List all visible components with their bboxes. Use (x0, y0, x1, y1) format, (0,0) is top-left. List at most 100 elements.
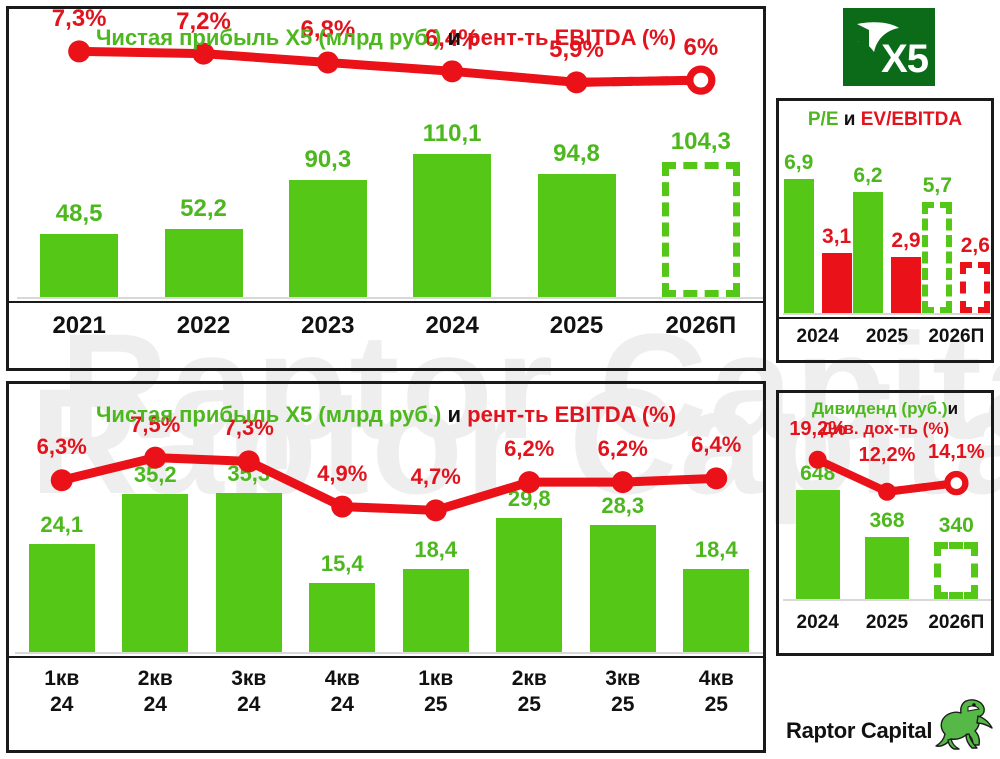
bar-2024 (795, 489, 840, 599)
bar-EVEBITDA-2025 (891, 256, 921, 313)
pe-ev-ebitda-chart-panel: P/E и EV/EBITDA 6,9 3,1 2024 6,2 2,9 2025 5,7 2… (776, 98, 994, 363)
x-tick-label: 3кв 24 (189, 666, 309, 719)
bar-2021 (40, 234, 119, 297)
x-tick-label: 2025 (549, 312, 604, 339)
x-tick-label: 3кв 25 (563, 666, 683, 719)
bar-1кв-25 (402, 569, 469, 652)
bar-value-label: 2,6 (960, 234, 990, 258)
x-tick-label: 1кв 25 (376, 666, 496, 719)
x-tick-year: 25 (704, 693, 728, 717)
bar-EVEBITDA-2026П (960, 262, 991, 313)
x-tick-label: 2024 (796, 326, 839, 347)
line-value-label: 6,2% (504, 436, 555, 462)
bar-value-label: 18,4 (694, 537, 738, 563)
line-data-point (316, 51, 339, 74)
raptor-capital-text: Raptor Capital (786, 718, 933, 743)
line-data-point (705, 467, 728, 490)
line-data-point (331, 495, 354, 518)
x-tick-label: 2026П (928, 612, 985, 633)
line-value-label: 6,4% (691, 432, 742, 458)
x-tick-quarter: 1кв (418, 667, 454, 690)
x-tick-quarter: 3кв (605, 667, 641, 690)
x-tick-label: 2025 (865, 612, 909, 633)
line-data-point (611, 471, 634, 494)
bar-PE-2024 (783, 178, 814, 313)
x-tick-label: 4кв 25 (656, 666, 763, 719)
bar-value-label: 15,4 (320, 550, 364, 576)
bar-PE-2026П (922, 202, 953, 313)
axis-separator (9, 656, 763, 658)
bar-value-label: 24,1 (40, 511, 84, 537)
x5-logo: X5 (843, 8, 935, 86)
x-tick-quarter: 2кв (511, 667, 547, 690)
x-tick-quarter: 4кв (698, 667, 734, 690)
line-value-label: 7,3% (51, 9, 107, 33)
dividends-chart-panel: Дивиденд (руб.)и Див. дох-ть (%) 648 368 3… (776, 390, 994, 656)
x-tick-label: 2023 (301, 312, 355, 339)
bar-value-label: 104,3 (670, 127, 731, 155)
quarterly-plot-area: 24,1 35,2 35,3 15,4 18,4 29,8 28,3 18,4 6,3% 7,5%… (9, 384, 763, 750)
x-tick-year: 25 (611, 693, 635, 717)
raptor-dinosaur-icon (935, 699, 993, 750)
bar-value-label: 5,7 (922, 174, 952, 197)
line-value-label: 19,2% (789, 417, 847, 440)
annual-plot-area: 48,5 52,2 90,3 110,1 94,8 104,3 7,3% 7,2% 6,8% 6,… (9, 9, 763, 368)
quarterly-title-conj: и (447, 402, 462, 427)
bar-2026П (934, 541, 979, 599)
x-tick-quarter: 4кв (324, 667, 360, 690)
pe-title-green: P/E (807, 109, 839, 130)
x-tick-label: 2024 (796, 612, 839, 633)
line-data-point (441, 60, 464, 83)
x-axis-line (15, 652, 763, 654)
x-tick-label: 2025 (865, 326, 909, 347)
bar-value-label: 48,5 (55, 200, 103, 228)
annual-title-conj: и (447, 25, 462, 50)
bar-2026П (661, 161, 740, 297)
x-tick-quarter: 2кв (137, 667, 173, 690)
bar-value-label: 6,9 (784, 150, 814, 174)
line-value-label: 6,2% (597, 436, 648, 462)
x-tick-year: 24 (50, 693, 74, 717)
quarterly-title-green: Чистая прибыль X5 (млрд руб.) (95, 402, 442, 427)
bar-1кв-24 (28, 543, 95, 652)
bar-value-label: 3,1 (822, 224, 852, 248)
x-axis-line (17, 297, 763, 299)
line-value-label: 7,3% (223, 415, 274, 441)
annual-title-green: Чистая прибыль X5 (млрд руб.) (95, 25, 442, 50)
quarterly-chart-title: Чистая прибыль X5 (млрд руб.) и рент-ть … (9, 402, 763, 428)
bar-EVEBITDA-2024 (821, 252, 852, 313)
pe-title-red: EV/EBITDA (860, 109, 963, 130)
x-tick-label: 2021 (52, 312, 106, 339)
pe-title-conj: и (843, 109, 856, 130)
bar-2024 (413, 154, 492, 297)
line-value-label: 7,5% (130, 411, 181, 437)
line-data-point (50, 469, 73, 492)
line-data-point (565, 71, 588, 94)
div-title-green: Дивиденд (руб.) (811, 399, 948, 418)
line-value-label: 12,2% (858, 443, 916, 466)
line-value-label: 5,9% (549, 36, 604, 64)
line-data-point (424, 499, 447, 522)
x-tick-label: 2022 (176, 312, 231, 339)
x-tick-year: 24 (143, 693, 167, 717)
bar-value-label: 28,3 (601, 492, 645, 518)
x-tick-year: 25 (424, 693, 448, 717)
x-tick-year: 24 (330, 693, 354, 717)
line-value-label: 6% (683, 34, 719, 62)
line-value-label: 6,4% (424, 25, 480, 53)
bar-2022 (164, 229, 243, 297)
div-title-red: Див. дох-ть (%) (820, 419, 950, 439)
bar-4кв-25 (683, 569, 750, 652)
line-data-point (944, 470, 969, 496)
bar-value-label: 90,3 (304, 145, 352, 173)
dividends-chart-title: Дивиденд (руб.)и Див. дох-ть (%) (779, 399, 991, 439)
bar-3кв-24 (215, 493, 282, 652)
line-value-label: 14,1% (927, 441, 985, 464)
bar-value-label: 94,8 (553, 140, 600, 168)
bar-2025 (865, 537, 909, 599)
bar-2кв-25 (496, 517, 563, 652)
bar-value-label: 35,3 (227, 461, 271, 487)
x-tick-year: 25 (517, 693, 541, 717)
x-tick-label: 4кв 24 (282, 666, 402, 719)
x-axis-line (783, 599, 991, 601)
